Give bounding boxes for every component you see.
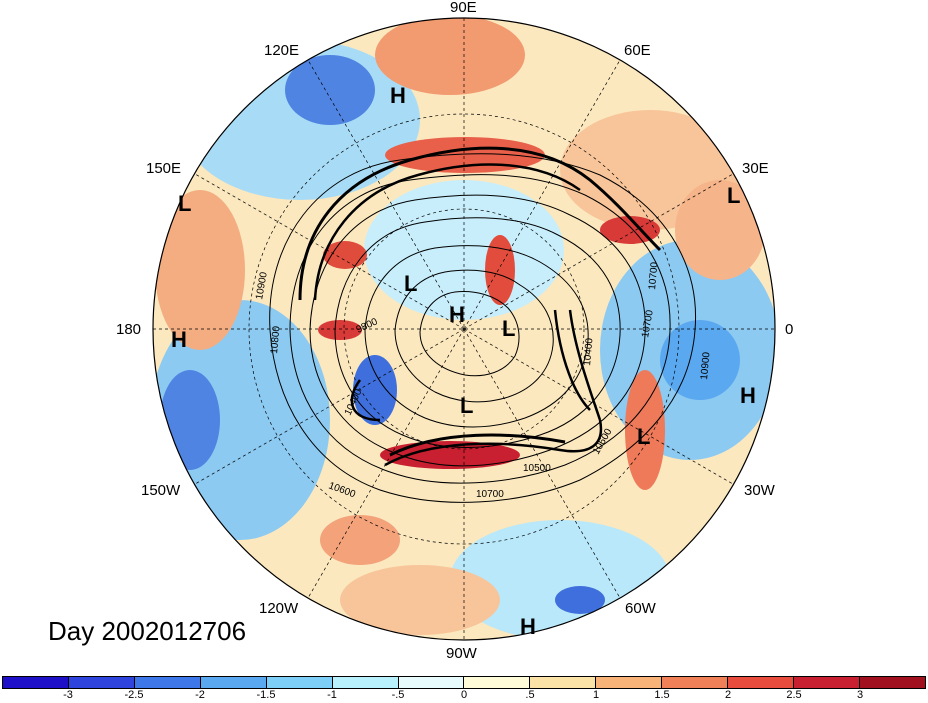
colorbar-tick-label: 2 [724,689,732,701]
colorbar-tick-label: 3 [856,689,864,701]
graticule [153,18,775,640]
colorbar-swatch [859,677,925,688]
contour-value-label: 10400 [582,337,595,366]
lon-label: 90E [450,0,477,16]
colorbar-tick-label: -2.5 [124,689,144,701]
lon-label: 120W [259,600,299,617]
contour-value-label: 10700 [476,489,504,500]
colorbar-tick-label: -1 [327,689,337,701]
pressure-center-label: L [404,271,417,296]
colorbar-tick-label: .5 [525,689,535,701]
colorbar-ticks: -3 -2.5 -2 -1.5 -1 -.5 0 .5 1 1.5 2 2.5 3 [0,689,928,703]
colorbar-swatch [332,677,399,688]
colorbar-swatch [398,677,465,688]
pressure-center-label: H [171,327,187,352]
colorbar-swatch [794,677,860,688]
pressure-center-label: L [637,424,650,449]
lon-label: 150W [141,482,181,499]
colorbar-tick-label: 1 [592,689,600,701]
pressure-center-label: L [502,316,515,341]
colorbar-tick-label: 2.5 [786,689,802,701]
colorbar-swatch [68,677,135,688]
colorbar-swatch [662,677,729,688]
colorbar [2,676,926,689]
colorbar-tick-label: -2 [195,689,205,701]
colorbar-tick-label: -.5 [391,689,405,701]
colorbar-swatch [134,677,201,688]
pressure-center-label: H [740,383,756,408]
colorbar-tick-label: 0 [460,689,468,701]
contour-value-label: 10500 [523,463,551,474]
colorbar-swatch [596,677,663,688]
contour-value-label: 10700 [640,309,656,339]
colorbar-swatch [200,677,267,688]
contour-value-label: 10900 [699,351,712,380]
colorbar-tick-label: 1.5 [654,689,670,701]
height-contours [269,146,697,503]
colorbar-tick-label: -1.5 [256,689,276,701]
contour-value-label: 10700 [647,261,660,290]
lon-label: 150E [146,160,181,177]
lon-label: 90W [446,645,478,662]
pressure-center-label: H [520,614,536,639]
colorbar-tick-label: -3 [63,689,73,701]
colorbar-swatch [464,677,531,688]
pressure-center-label: H [449,302,465,327]
lon-label: 60E [624,42,651,59]
colorbar-swatch [530,677,597,688]
lon-label: 0 [785,321,793,338]
lon-label: 60W [625,600,657,617]
pressure-center-label: L [178,191,191,216]
colorbar-swatch [3,677,69,688]
pressure-center-label: L [727,183,740,208]
lon-label: 120E [264,42,299,59]
colorbar-swatch [266,677,333,688]
colorbar-swatch [728,677,795,688]
contour-value-label: 10900 [254,271,270,301]
lon-label: 30W [744,482,776,499]
lon-label: 180 [116,321,141,338]
pressure-center-label: H [390,83,406,108]
lon-label: 30E [742,160,769,177]
pressure-center-label: L [460,393,473,418]
day-title: Day 2002012706 [48,616,247,646]
contour-value-label: 10800 [269,325,282,354]
